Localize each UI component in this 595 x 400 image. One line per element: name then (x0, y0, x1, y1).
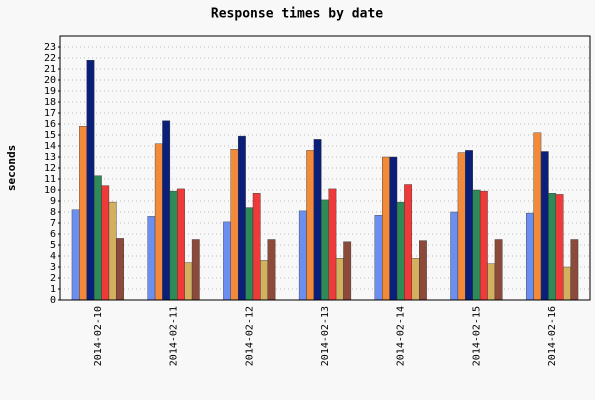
bar (479, 190, 488, 301)
bar (162, 120, 171, 301)
plot-frame (59, 35, 591, 301)
bar (184, 262, 193, 301)
bar (71, 209, 80, 301)
bar (382, 156, 390, 301)
bar (335, 258, 344, 301)
bar (548, 193, 557, 301)
bar (465, 150, 473, 301)
y-tick-label: 3 (50, 262, 56, 273)
bar (93, 175, 102, 301)
y-tick-label: 6 (50, 229, 56, 240)
y-tick-label: 12 (44, 163, 56, 174)
bar (191, 239, 200, 301)
bar (487, 263, 496, 301)
bar (555, 194, 564, 301)
y-tick-label: 4 (50, 251, 56, 262)
bar (540, 151, 549, 301)
bar (389, 156, 398, 301)
y-tick-label: 15 (44, 130, 56, 141)
bar (245, 207, 254, 301)
x-tick-label: 2014-02-14 (396, 306, 407, 366)
y-tick-label: 21 (44, 64, 56, 75)
bar (116, 238, 124, 301)
y-tick-label: 11 (44, 174, 56, 185)
bar (260, 260, 268, 301)
y-tick-label: 5 (50, 240, 56, 251)
x-tick-label: 2014-02-11 (169, 306, 180, 366)
y-tick-label: 14 (44, 141, 56, 152)
bar (313, 139, 322, 301)
y-tick-label: 17 (44, 108, 56, 119)
y-tick-label: 1 (50, 284, 56, 295)
y-tick-label: 0 (50, 295, 56, 306)
bar (298, 210, 307, 301)
x-tick-label: 2014-02-13 (320, 306, 331, 366)
bar (108, 201, 117, 301)
bar (343, 241, 352, 301)
bar (79, 125, 87, 301)
bar (419, 240, 427, 301)
x-tick-label: 2014-02-10 (93, 306, 104, 366)
x-tick-label: 2014-02-12 (244, 306, 255, 366)
bar (533, 132, 542, 301)
bar (86, 60, 95, 301)
y-axis-label: seconds (5, 145, 18, 191)
y-tick-label: 20 (44, 75, 56, 86)
y-tick-label: 16 (44, 119, 56, 130)
y-tick-label: 2 (50, 273, 56, 284)
bar (396, 201, 405, 301)
bar (321, 199, 329, 301)
bar (230, 149, 239, 301)
bar (306, 150, 315, 301)
bar (494, 239, 503, 301)
bar (457, 152, 466, 301)
bar (450, 211, 459, 301)
y-tick-label: 7 (50, 218, 56, 229)
bar (252, 193, 261, 301)
bar (563, 266, 571, 301)
bar (570, 239, 579, 301)
bar (472, 189, 481, 301)
y-tick-label: 13 (44, 152, 56, 163)
x-tick-label: 2014-02-15 (471, 306, 482, 366)
x-tick-label: 2014-02-16 (547, 306, 558, 366)
y-tick-label: 8 (50, 207, 56, 218)
y-tick-label: 19 (44, 86, 56, 97)
bar (101, 185, 110, 301)
bar (411, 258, 420, 301)
bar (147, 216, 156, 301)
bar (404, 184, 413, 301)
y-tick-label: 9 (50, 196, 56, 207)
bar (169, 190, 178, 301)
y-tick-label: 18 (44, 97, 56, 108)
y-tick-label: 10 (44, 185, 56, 196)
bar (177, 188, 185, 301)
y-tick-label: 22 (44, 53, 56, 64)
bar (223, 221, 231, 301)
bar (526, 212, 534, 301)
bar (328, 188, 337, 301)
bar (267, 239, 276, 301)
chart-title: Response times by date (211, 7, 383, 22)
bar (374, 215, 383, 301)
bar (154, 143, 163, 301)
y-tick-label: 23 (44, 42, 56, 53)
bar (237, 135, 246, 301)
